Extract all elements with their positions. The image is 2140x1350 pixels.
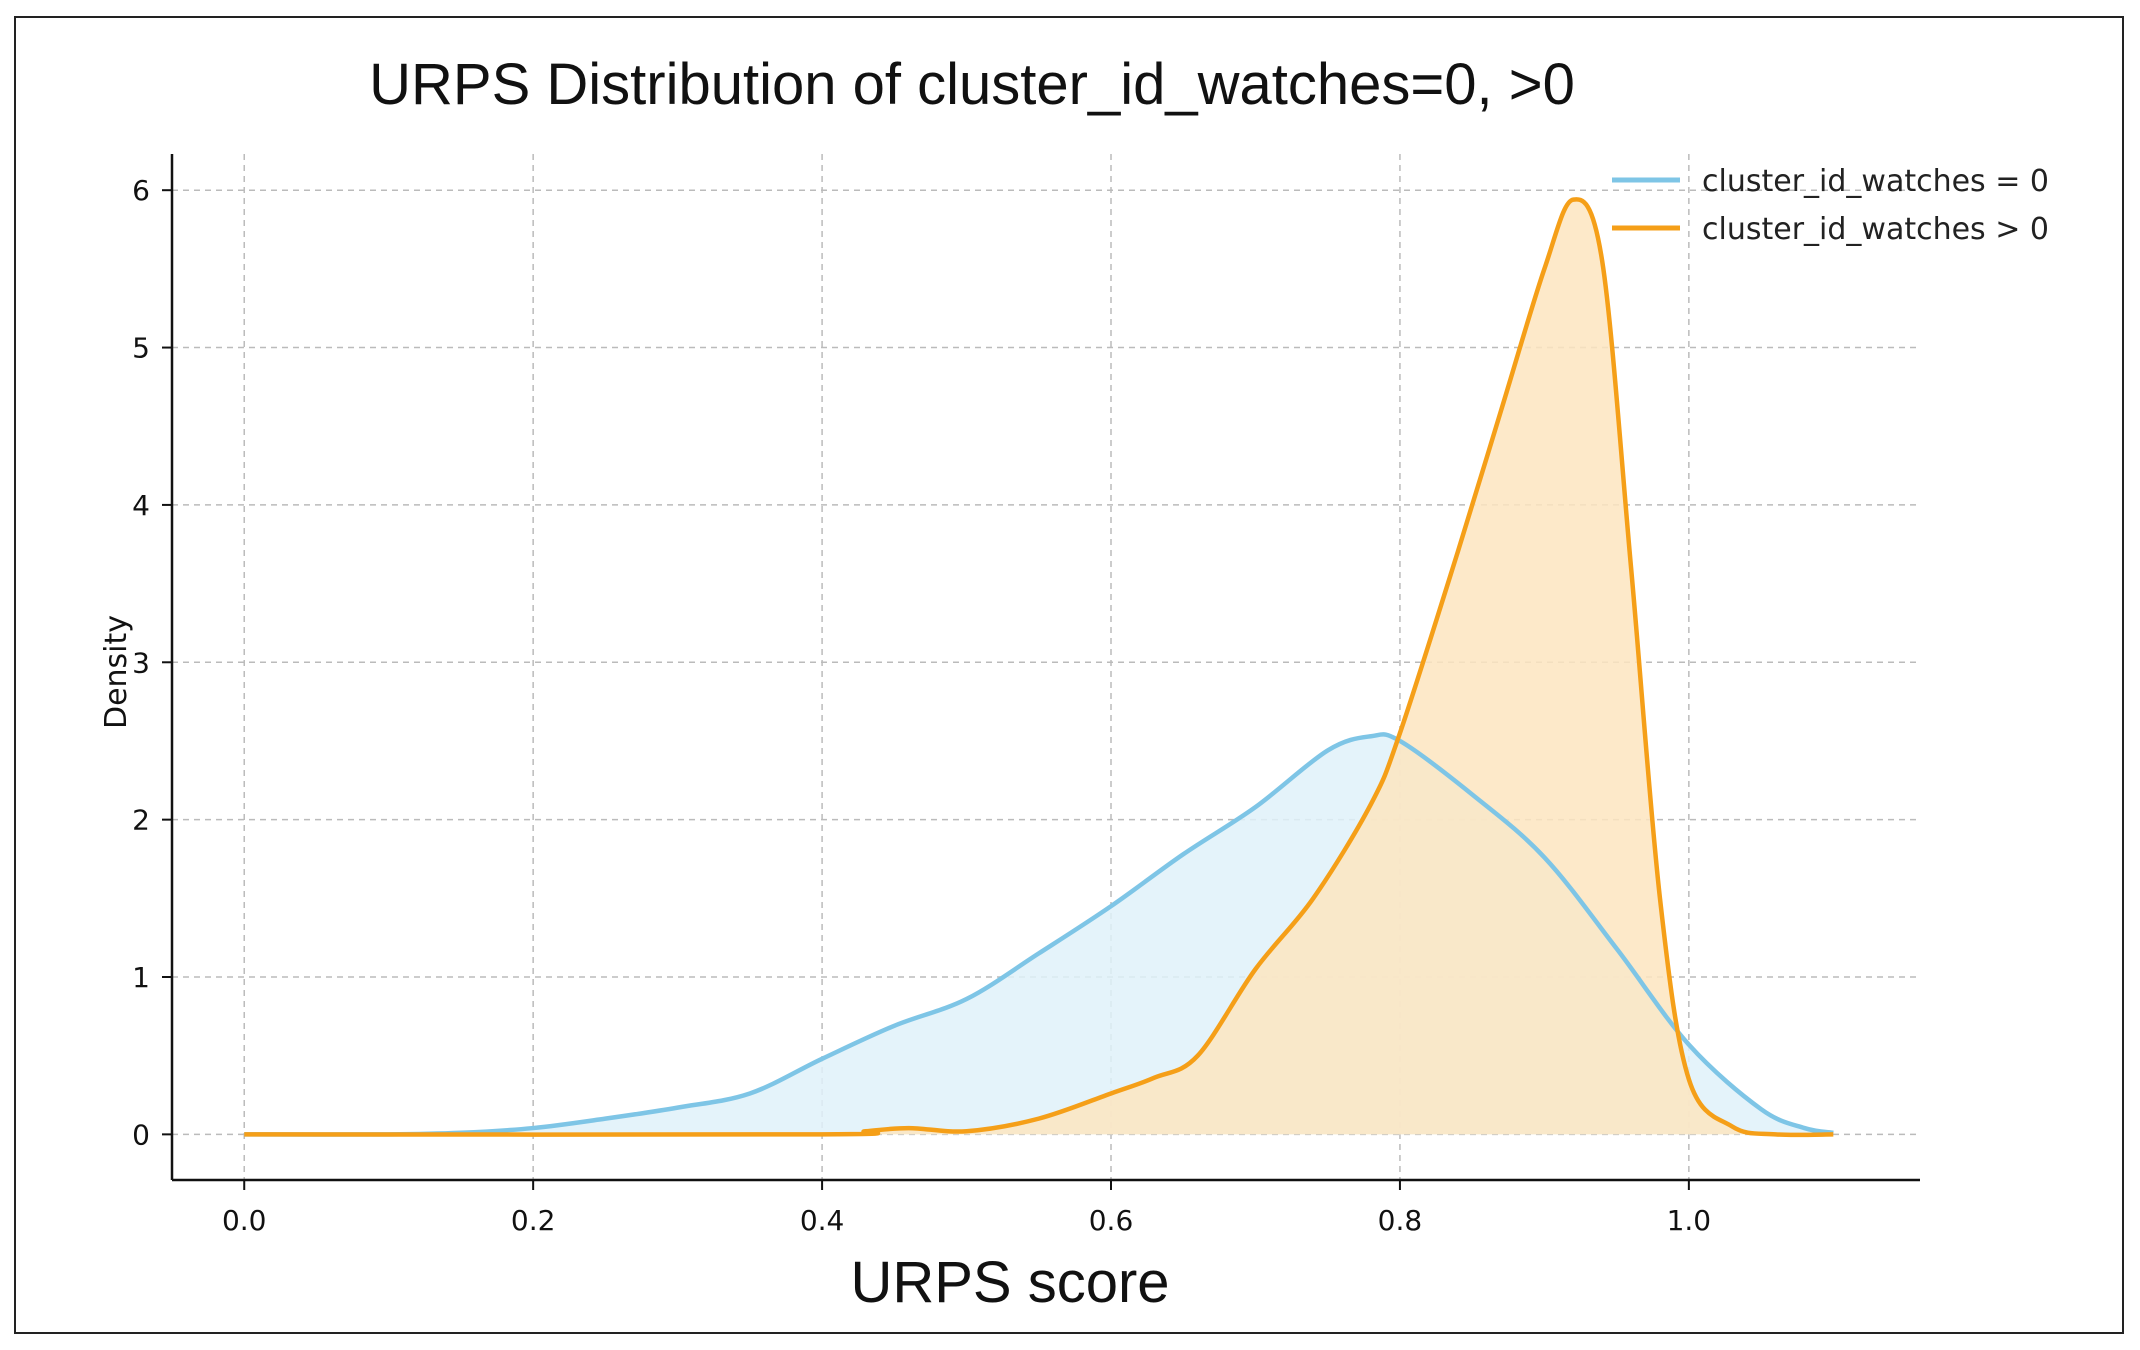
series-area-1 — [244, 199, 1834, 1135]
series-line-0 — [244, 732, 1834, 1137]
legend-label-1: cluster_id_watches > 0 — [1702, 212, 2049, 247]
legend: cluster_id_watches = 0 cluster_id_watches… — [1612, 164, 2049, 247]
series-line-1 — [244, 197, 1834, 1138]
x-tick-label: 0.4 — [800, 1204, 845, 1237]
x-tick-label: 0.8 — [1378, 1204, 1423, 1237]
series-lines — [244, 197, 1834, 1138]
y-tick-label: 3 — [132, 646, 150, 679]
x-tick-label: 0.0 — [222, 1204, 267, 1237]
y-tick-label: 5 — [132, 332, 150, 365]
y-tick-label: 0 — [132, 1118, 150, 1151]
y-tick-label: 2 — [132, 804, 150, 837]
axes — [162, 154, 1920, 1190]
y-axis-label: Density — [99, 615, 134, 729]
y-tick-label: 4 — [132, 489, 150, 522]
x-tick-label: 0.6 — [1089, 1204, 1134, 1237]
tick-labels: 0.0 0.2 0.4 0.6 0.8 1.0 0 1 2 3 4 5 6 — [132, 174, 1711, 1237]
legend-label-0: cluster_id_watches = 0 — [1702, 164, 2049, 199]
x-tick-label: 1.0 — [1667, 1204, 1712, 1237]
chart-title: URPS Distribution of cluster_id_watches=… — [369, 52, 1575, 117]
x-tick-label: 0.2 — [511, 1204, 556, 1237]
y-tick-label: 6 — [132, 174, 150, 207]
x-axis-label: URPS score — [850, 1250, 1169, 1315]
series-fills — [244, 199, 1834, 1135]
y-tick-label: 1 — [132, 961, 150, 994]
